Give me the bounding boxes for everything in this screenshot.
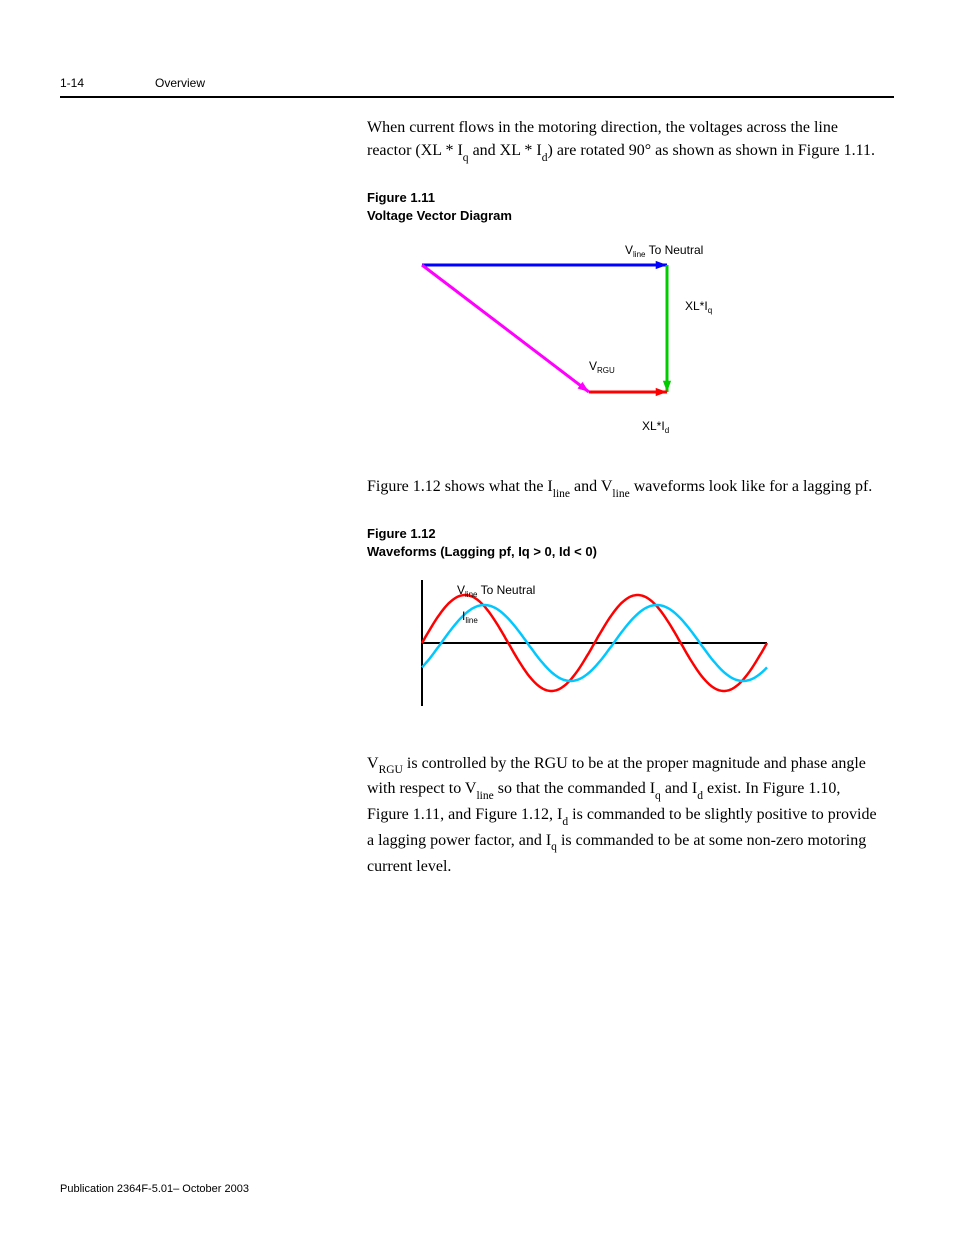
paragraph-3: VRGU is controlled by the RGU to be at t… (367, 752, 877, 879)
footer-publication: Publication 2364F-5.01– October 2003 (60, 1183, 249, 1195)
svg-text:XL*Id: XL*Id (642, 419, 669, 435)
figure-1-11-caption: Figure 1.11 Voltage Vector Diagram (367, 189, 877, 224)
section-title: Overview (155, 76, 205, 90)
svg-text:VRGU: VRGU (589, 359, 615, 375)
svg-text:XL*Iq: XL*Iq (685, 299, 712, 315)
waveform-svg: Vline To NeutralIline (367, 568, 777, 718)
page-header: 1-14 Overview (60, 76, 894, 94)
figure-1-12-caption: Figure 1.12 Waveforms (Lagging pf, Iq > … (367, 525, 877, 560)
paragraph-2: Figure 1.12 shows what the Iline and Vli… (367, 475, 877, 501)
vector-diagram-svg: Vline To Neutral XL*Iq XL*Id VRGU (367, 232, 777, 442)
header-rule (60, 96, 894, 98)
body-column: When current flows in the motoring direc… (367, 116, 877, 878)
page: 1-14 Overview When current flows in the … (0, 0, 954, 1235)
svg-text:Vline To Neutral: Vline To Neutral (457, 583, 535, 599)
paragraph-1: When current flows in the motoring direc… (367, 116, 877, 165)
page-number: 1-14 (60, 76, 155, 90)
svg-text:Vline To Neutral: Vline To Neutral (625, 243, 703, 259)
figure-1-11: Vline To Neutral XL*Iq XL*Id VRGU (367, 232, 877, 449)
figure-1-12: Vline To NeutralIline (367, 568, 877, 725)
